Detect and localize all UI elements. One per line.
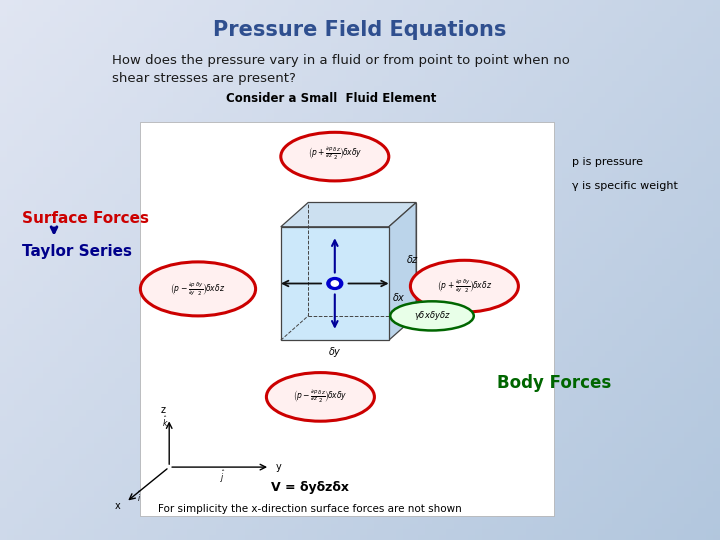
Text: Body Forces: Body Forces [498,374,611,393]
Text: $\left(p-\frac{\partial p}{\partial y}\frac{\delta y}{2}\right)\!\delta x\delta : $\left(p-\frac{\partial p}{\partial y}\f… [171,280,225,298]
Text: V = δyδzδx: V = δyδzδx [271,481,348,494]
Text: $\left(p+\frac{\partial p}{\partial z}\frac{\delta z}{2}\right)\!\delta x\delta : $\left(p+\frac{\partial p}{\partial z}\f… [307,146,362,162]
Ellipse shape [390,301,474,330]
Text: Taylor Series: Taylor Series [22,244,132,259]
Text: Surface Forces: Surface Forces [22,211,148,226]
Text: γ is specific weight: γ is specific weight [572,181,678,191]
Polygon shape [308,202,416,316]
Text: $\hat{i}$: $\hat{i}$ [137,490,142,504]
Text: x: x [115,501,121,511]
Text: $\delta z$: $\delta z$ [406,253,419,265]
FancyBboxPatch shape [140,122,554,516]
Polygon shape [281,202,416,227]
Polygon shape [281,227,389,340]
Text: $\hat{k}$: $\hat{k}$ [162,414,168,429]
Text: z: z [161,405,166,415]
Text: p is pressure: p is pressure [572,157,644,167]
Ellipse shape [140,262,256,316]
Ellipse shape [281,132,389,181]
Text: y: y [276,462,282,472]
Text: $\left(p-\frac{\partial p}{\partial z}\frac{\delta z}{2}\right)\!\delta x\delta : $\left(p-\frac{\partial p}{\partial z}\f… [293,389,348,405]
Text: For simplicity the x-direction surface forces are not shown: For simplicity the x-direction surface f… [158,504,462,514]
Ellipse shape [410,260,518,312]
Ellipse shape [266,373,374,421]
Text: $\delta x$: $\delta x$ [392,291,406,302]
Text: Consider a Small  Fluid Element: Consider a Small Fluid Element [226,92,436,105]
Circle shape [331,281,338,286]
Text: $\delta y$: $\delta y$ [328,345,341,359]
Text: Pressure Field Equations: Pressure Field Equations [213,19,507,40]
Text: $\hat{j}$: $\hat{j}$ [220,468,225,484]
Text: $\left(p+\frac{\partial p}{\partial y}\frac{\delta y}{2}\right)\!\delta x\delta : $\left(p+\frac{\partial p}{\partial y}\f… [437,278,492,295]
Text: How does the pressure vary in a fluid or from point to point when no: How does the pressure vary in a fluid or… [112,54,570,67]
Polygon shape [389,202,416,340]
Text: $\gamma\delta x\delta y\delta z$: $\gamma\delta x\delta y\delta z$ [413,309,451,322]
Text: shear stresses are present?: shear stresses are present? [112,72,295,85]
Circle shape [327,278,343,289]
